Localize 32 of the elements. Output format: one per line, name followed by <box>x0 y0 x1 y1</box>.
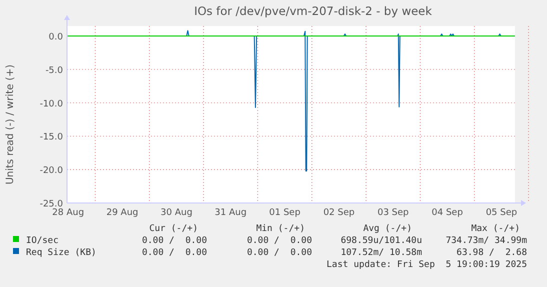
chart-title: IOs for /dev/pve/vm-207-disk-2 - by week <box>194 4 432 18</box>
text: Cur (-/+) <box>149 224 198 234</box>
x-tick-label: 29 Aug <box>106 208 138 218</box>
text: 734.73m/ 34.99m <box>446 236 527 246</box>
x-tick-label: 01 Sep <box>269 208 301 218</box>
text: Max (-/+) <box>471 224 520 234</box>
text: 107.52m/ 10.58m <box>340 248 422 258</box>
y-tick-label: -10.0 <box>40 99 64 110</box>
x-tick-label: 04 Sep <box>432 208 464 218</box>
legend-label: Req Size (KB) <box>26 248 96 258</box>
x-tick-label: 28 Aug <box>52 208 84 218</box>
x-tick-label: 30 Aug <box>160 208 192 218</box>
y-tick-label: -25.0 <box>40 200 64 210</box>
text: 0.00 / 0.00 <box>246 236 312 246</box>
x-tick-label: 31 Aug <box>214 208 247 218</box>
text: 0.00 / 0.00 <box>246 248 312 258</box>
legend-label: IO/sec <box>26 236 59 246</box>
text: 0.00 / 0.00 <box>142 248 207 258</box>
text: Last update: Fri Sep 5 19:00:19 2025 <box>326 260 527 270</box>
y-tick-label: -15.0 <box>40 132 64 143</box>
text: Min (-/+) <box>256 224 305 234</box>
x-tick-label: 03 Sep <box>377 208 410 218</box>
x-tick-label: 05 Sep <box>486 208 518 218</box>
text: 63.98 / 2.68 <box>456 248 527 258</box>
y-axis-title: Units read (-) / write (+) <box>5 64 16 185</box>
text: Avg (-/+) <box>363 224 412 234</box>
x-tick-label: 02 Sep <box>323 208 355 218</box>
y-tick-label: 0.0 <box>48 32 64 43</box>
y-tick-label: -5.0 <box>45 66 64 76</box>
text: 698.59u/101.40u <box>340 236 422 246</box>
text: 0.00 / 0.00 <box>142 236 207 246</box>
y-tick-label: -20.0 <box>40 166 64 176</box>
